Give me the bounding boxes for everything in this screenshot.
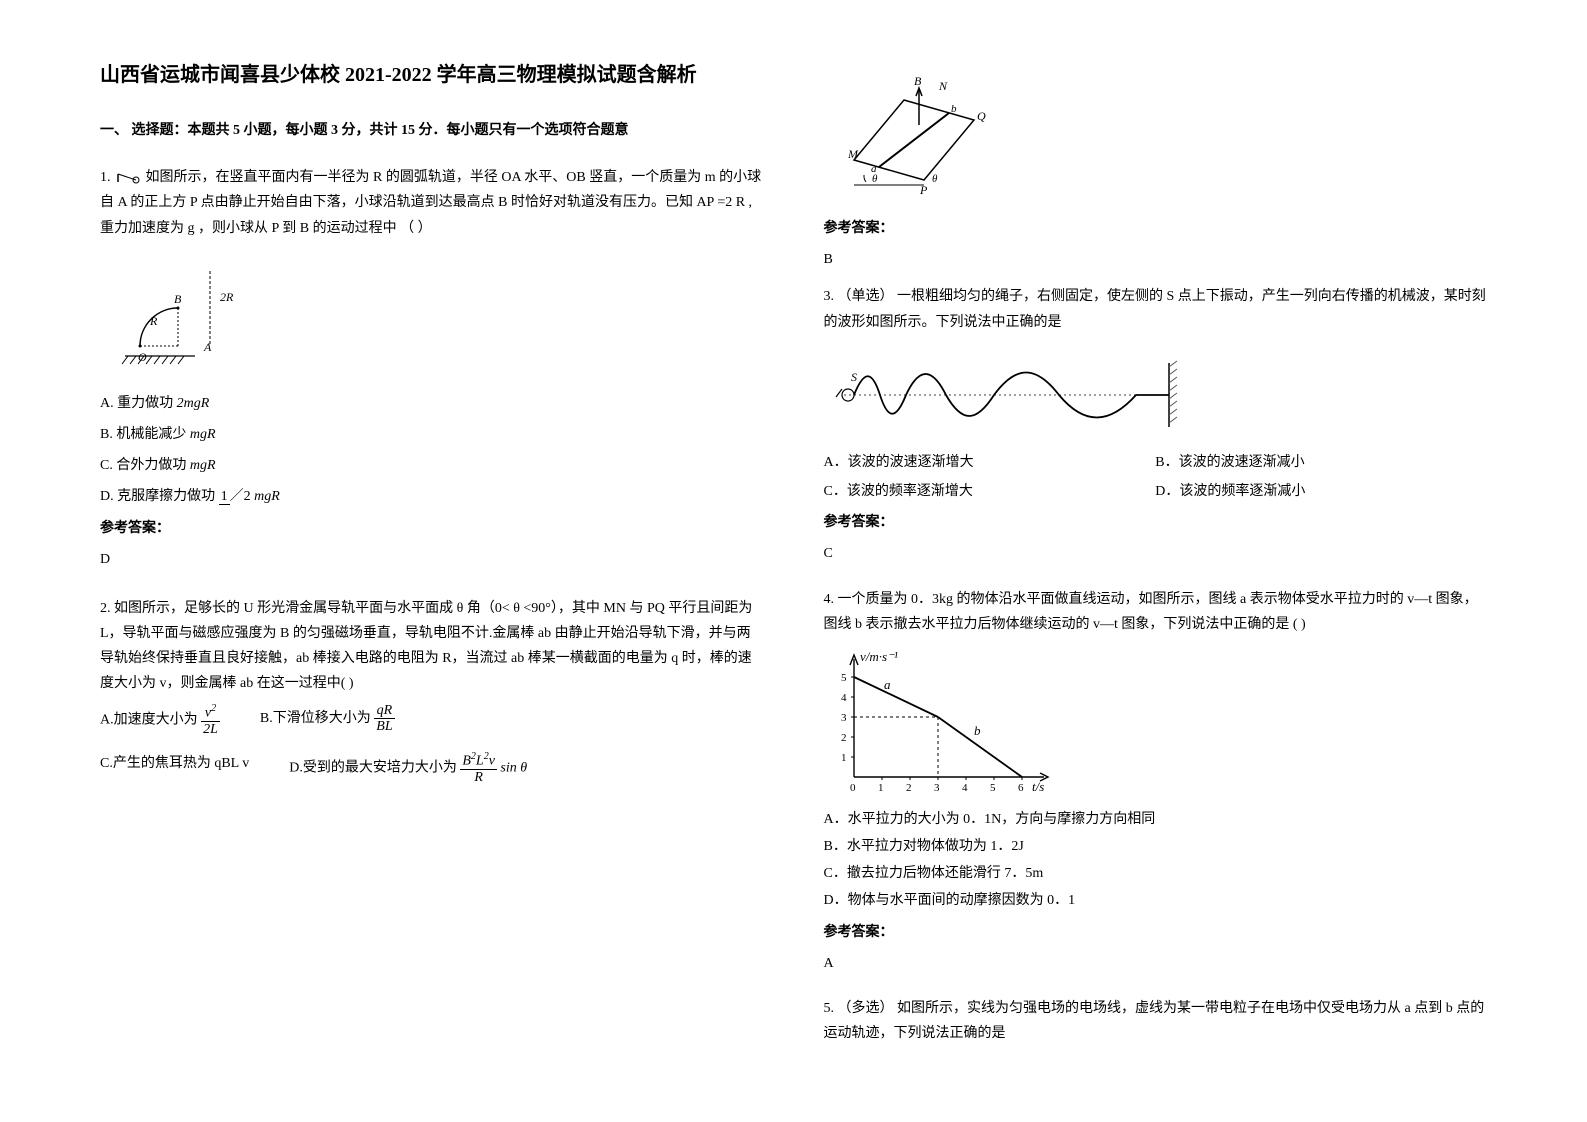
- svg-text:5: 5: [841, 672, 847, 684]
- q4-text: 4. 一个质量为 0．3kg 的物体沿水平面做直线运动，如图所示，图线 a 表示…: [824, 587, 1488, 637]
- q1-body: 如图所示，在竖直平面内有一半径为 R 的圆弧轨道，半径 OA 水平、OB 竖直，…: [100, 170, 761, 235]
- q1-option-b: B. 机械能减少 mgR: [100, 422, 764, 447]
- q4-ylabel: v/m·s⁻¹: [860, 649, 898, 664]
- q4-option-c: C．撤去拉力后物体还能滑行 7．5m: [824, 861, 1488, 886]
- q4-num: 4.: [824, 592, 835, 607]
- q3-body: 一根粗细均匀的绳子，右侧固定，使左侧的 S 点上下振动，产生一列向右传播的机械波…: [824, 289, 1486, 329]
- q2-optA-text: A.加速度大小为: [100, 712, 198, 727]
- q4-xlabel: t/s: [1032, 779, 1044, 794]
- q3-num: 3.: [824, 289, 835, 304]
- q2-option-d: D.受到的最大安培力大小为 B2L2v R sin θ: [289, 751, 527, 785]
- q1-label-O: O: [138, 350, 147, 364]
- q4-body: 一个质量为 0．3kg 的物体沿水平面做直线运动，如图所示，图线 a 表示物体受…: [824, 592, 1478, 632]
- question-4: 4. 一个质量为 0．3kg 的物体沿水平面做直线运动，如图所示，图线 a 表示…: [824, 587, 1488, 983]
- right-column: B N M Q P a b θ θ 参考答案： B 3. （单选） 一根粗细均匀…: [824, 60, 1488, 1062]
- q2-num: 2.: [100, 601, 111, 616]
- svg-text:2: 2: [841, 732, 847, 744]
- q2-options-row1: A.加速度大小为 v2 2L B.下滑位移大小为 qR BL: [100, 703, 764, 737]
- q1-label-R: R: [149, 314, 158, 328]
- q2-optD-text: D.受到的最大安培力大小为: [289, 761, 457, 776]
- q4-option-d: D．物体与水平面间的动摩擦因数为 0．1: [824, 888, 1488, 913]
- q1-label-B: B: [174, 292, 182, 306]
- q1-option-a: A. 重力做功 2mgR: [100, 391, 764, 416]
- q5-text: 5. （多选） 如图所示，实线为匀强电场的电场线，虚线为某一带电粒子在电场中仅受…: [824, 996, 1488, 1046]
- question-1: 1. 如图所示，在竖直平面内有一半径为 R 的圆弧轨道，半径 OA 水平、OB …: [100, 165, 764, 578]
- q4-answer-label: 参考答案：: [824, 920, 1488, 945]
- svg-text:0: 0: [850, 782, 856, 794]
- q2-label-P: P: [919, 183, 928, 197]
- q1-answer: D: [100, 547, 764, 572]
- q2-option-b: B.下滑位移大小为 qR BL: [260, 703, 395, 737]
- q1-text: 1. 如图所示，在竖直平面内有一半径为 R 的圆弧轨道，半径 OA 水平、OB …: [100, 165, 764, 241]
- q2-option-a: A.加速度大小为 v2 2L: [100, 703, 220, 737]
- q4-options: A．水平拉力的大小为 0．1N，方向与摩擦力方向相同 B．水平拉力对物体做功为 …: [824, 807, 1488, 914]
- question-5: 5. （多选） 如图所示，实线为匀强电场的电场线，虚线为某一带电粒子在电场中仅受…: [824, 996, 1488, 1052]
- q2-option-c: C.产生的焦耳热为 qBL v: [100, 751, 249, 785]
- q2-options-row2: C.产生的焦耳热为 qBL v D.受到的最大安培力大小为 B2L2v R si…: [100, 751, 764, 785]
- q2-label-Q: Q: [977, 109, 986, 123]
- q2-label-b: b: [951, 103, 957, 115]
- q2-label-theta2: θ: [932, 173, 938, 185]
- q4-figure: 1 2 3 4 5 0 1 2 3 4 5 6 v/m·s⁻¹: [824, 647, 1488, 797]
- q2-label-B: B: [914, 74, 922, 88]
- svg-text:3: 3: [934, 782, 940, 794]
- q1-answer-label: 参考答案：: [100, 516, 764, 541]
- q4-answer: A: [824, 951, 1488, 976]
- question-2: 2. 如图所示，足够长的 U 形光滑金属导轨平面与水平面成 θ 角（0< θ <…: [100, 596, 764, 786]
- q3-label-S: S: [851, 370, 857, 384]
- svg-text:1: 1: [878, 782, 884, 794]
- q5-prefix: （多选）: [838, 1001, 894, 1016]
- q3-figure: S: [824, 345, 1488, 440]
- svg-text:4: 4: [962, 782, 968, 794]
- section-1-header: 一、 选择题：本题共 5 小题，每小题 3 分，共计 15 分．每小题只有一个选…: [100, 118, 764, 143]
- q2-answer-label: 参考答案：: [824, 216, 1488, 241]
- q2-optB-text: B.下滑位移大小为: [260, 711, 371, 726]
- svg-text:b: b: [974, 723, 981, 738]
- svg-text:5: 5: [990, 782, 996, 794]
- q2-answer: B: [824, 247, 1488, 272]
- q3-option-b: B．该波的波速逐渐减小: [1155, 450, 1487, 475]
- q3-option-c: C．该波的频率逐渐增大: [824, 479, 1156, 504]
- q2-label-N: N: [938, 79, 948, 93]
- svg-text:a: a: [884, 677, 891, 692]
- q1-option-d: D. 克服摩擦力做功 1／2 mgR: [100, 484, 764, 509]
- q2-text: 2. 如图所示，足够长的 U 形光滑金属导轨平面与水平面成 θ 角（0< θ <…: [100, 596, 764, 697]
- q2-figure: B N M Q P a b θ θ: [824, 70, 1488, 200]
- q3-answer: C: [824, 541, 1488, 566]
- svg-text:4: 4: [841, 692, 847, 704]
- svg-text:3: 3: [841, 712, 847, 724]
- q2-label-M: M: [847, 147, 859, 161]
- q3-option-a: A．该波的波速逐渐增大: [824, 450, 1156, 475]
- question-3: 3. （单选） 一根粗细均匀的绳子，右侧固定，使左侧的 S 点上下振动，产生一列…: [824, 284, 1488, 572]
- q1-figure: B O A R 2R: [100, 251, 764, 381]
- svg-text:1: 1: [841, 752, 847, 764]
- svg-text:6: 6: [1018, 782, 1024, 794]
- q1-label-2R: 2R: [220, 290, 234, 304]
- page-title: 山西省运城市闻喜县少体校 2021-2022 学年高三物理模拟试题含解析: [100, 60, 764, 90]
- svg-text:2: 2: [906, 782, 912, 794]
- q3-answer-label: 参考答案：: [824, 510, 1488, 535]
- q2-body: 如图所示，足够长的 U 形光滑金属导轨平面与水平面成 θ 角（0< θ <90°…: [100, 601, 752, 692]
- q3-prefix: （单选）: [838, 289, 894, 304]
- q3-text: 3. （单选） 一根粗细均匀的绳子，右侧固定，使左侧的 S 点上下振动，产生一列…: [824, 284, 1488, 334]
- q1-option-c: C. 合外力做功 mgR: [100, 453, 764, 478]
- q1-label-A: A: [203, 340, 212, 354]
- q3-option-d: D．该波的频率逐渐减小: [1155, 479, 1487, 504]
- q5-body: 如图所示，实线为匀强电场的电场线，虚线为某一带电粒子在电场中仅受电场力从 a 点…: [824, 1001, 1485, 1041]
- q4-option-a: A．水平拉力的大小为 0．1N，方向与摩擦力方向相同: [824, 807, 1488, 832]
- q5-num: 5.: [824, 1001, 835, 1016]
- q2-label-theta: θ: [872, 173, 878, 185]
- pendulum-icon: [114, 172, 142, 184]
- q1-num: 1.: [100, 170, 111, 185]
- left-column: 山西省运城市闻喜县少体校 2021-2022 学年高三物理模拟试题含解析 一、 …: [100, 60, 764, 1062]
- q4-option-b: B．水平拉力对物体做功为 1．2J: [824, 834, 1488, 859]
- q3-options: A．该波的波速逐渐增大 B．该波的波速逐渐减小 C．该波的频率逐渐增大 D．该波…: [824, 450, 1488, 504]
